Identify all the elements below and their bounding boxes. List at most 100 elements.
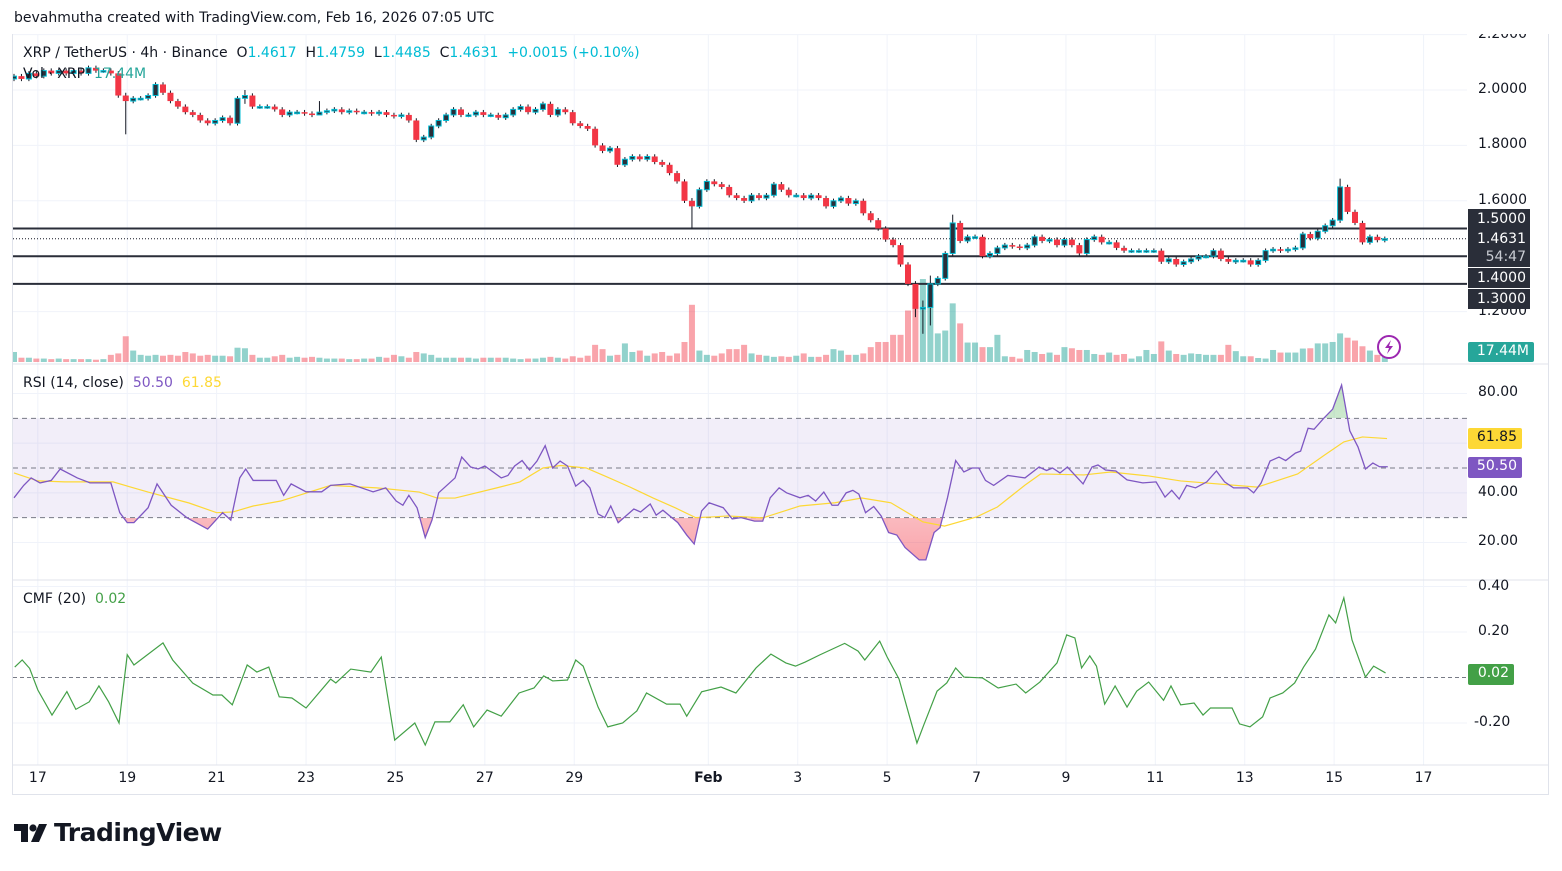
open-value: 1.4617	[247, 45, 297, 61]
candle-up	[346, 110, 353, 113]
candle-down	[1217, 250, 1224, 259]
candle-up	[234, 97, 241, 124]
candle-down	[800, 195, 807, 199]
candle-up	[420, 136, 427, 141]
candle-up	[70, 70, 77, 74]
candle-up	[748, 194, 755, 202]
candles	[13, 65, 1388, 334]
volume-bar	[1001, 356, 1008, 362]
volume-bar	[592, 344, 599, 362]
volume-bar	[1247, 356, 1254, 362]
volume-bar	[48, 359, 55, 362]
close-label: C	[439, 45, 450, 61]
volume-bar	[1009, 356, 1016, 362]
candle-down	[741, 198, 748, 201]
high-label: H	[305, 45, 317, 61]
candle-up	[986, 252, 993, 257]
volume-bar	[957, 323, 964, 362]
candle-down	[301, 112, 308, 114]
volume-bar	[741, 344, 748, 362]
volume-bar	[748, 353, 755, 362]
rsi-badge: 50.50	[1468, 457, 1522, 478]
rsi-ma-badge: 61.85	[1468, 428, 1522, 449]
candle-up	[256, 106, 263, 109]
volume-bar	[867, 347, 874, 362]
candle-down	[1039, 236, 1046, 241]
candle-down	[1344, 186, 1351, 212]
volume-bar	[1143, 349, 1150, 362]
volume-bar	[532, 358, 539, 362]
volume-bar	[301, 357, 308, 362]
low-value: 1.4485	[381, 45, 431, 61]
lightning-icon[interactable]	[1377, 335, 1401, 359]
volume-bar	[219, 355, 226, 362]
volume-legend[interactable]: Vol · XRP 17.44M	[23, 66, 146, 82]
volume-bar	[331, 358, 338, 362]
rsi-legend[interactable]: RSI (14, close) 50.50 61.85	[23, 375, 222, 391]
candle-up	[472, 111, 479, 116]
candle-up	[539, 103, 546, 110]
volume-bar	[212, 355, 219, 362]
candle-up	[532, 108, 539, 113]
low-label: L	[373, 45, 382, 61]
volume-bar	[1173, 353, 1180, 362]
volume-bar	[1061, 347, 1068, 362]
volume-bar	[785, 356, 792, 362]
volume-bar	[674, 353, 681, 362]
volume-bar	[1277, 352, 1284, 362]
candle-down	[383, 112, 390, 115]
rsi-tick: 20.00	[1478, 533, 1519, 549]
candle-up	[1232, 259, 1239, 263]
volume-bar	[1337, 333, 1344, 362]
candle-down	[122, 95, 129, 102]
volume-bar	[1068, 348, 1075, 362]
time-tick: 13	[1235, 770, 1254, 786]
volume-bar	[547, 356, 554, 362]
candle-down	[666, 164, 673, 174]
volume-bar	[256, 357, 263, 362]
volume-bar	[145, 355, 152, 362]
candle-down	[681, 181, 688, 201]
symbol-legend[interactable]: XRP / TetherUS · 4h · Binance O1.4617 H1…	[23, 45, 640, 61]
tradingview-logo[interactable]: TradingView	[14, 818, 222, 847]
volume-bar	[70, 359, 77, 362]
time-tick: 17	[1414, 770, 1433, 786]
cmf-tick: 0.40	[1478, 578, 1510, 594]
volume-bar	[584, 355, 591, 362]
volume-bar	[994, 334, 1001, 362]
cmf-line	[14, 595, 1386, 747]
volume-bar	[651, 353, 658, 362]
candle-up	[1366, 236, 1373, 243]
candle-up	[934, 277, 941, 285]
volume-bar	[420, 353, 427, 362]
candle-up	[629, 155, 636, 160]
rsi-tick: 80.00	[1478, 384, 1519, 400]
candle-up	[972, 236, 979, 239]
candle-down	[78, 70, 85, 74]
time-tick: Feb	[694, 770, 723, 786]
volume-bar	[1188, 353, 1195, 362]
candle-up	[1001, 244, 1008, 249]
candle-down	[718, 184, 725, 187]
candle-up	[1337, 186, 1344, 221]
candle-up	[450, 108, 457, 116]
volume-bar	[1165, 350, 1172, 362]
cmf-legend[interactable]: CMF (20) 0.02	[23, 591, 126, 607]
candle-down	[659, 162, 666, 165]
candle-down	[1277, 249, 1284, 251]
candle-up	[644, 155, 651, 160]
volume-bar	[852, 354, 859, 362]
volume-bar	[234, 347, 241, 362]
volume-bar	[1299, 348, 1306, 362]
candle-up	[1024, 244, 1031, 249]
candle-up	[294, 111, 301, 115]
candle-up	[1195, 255, 1202, 260]
candle-up	[510, 108, 517, 116]
level-price-box: 1.3000	[1468, 289, 1530, 309]
volume-bar	[860, 353, 867, 362]
candle-up	[949, 222, 956, 254]
candle-down	[271, 106, 278, 110]
volume-bar	[502, 357, 509, 362]
candle-down	[569, 112, 576, 124]
